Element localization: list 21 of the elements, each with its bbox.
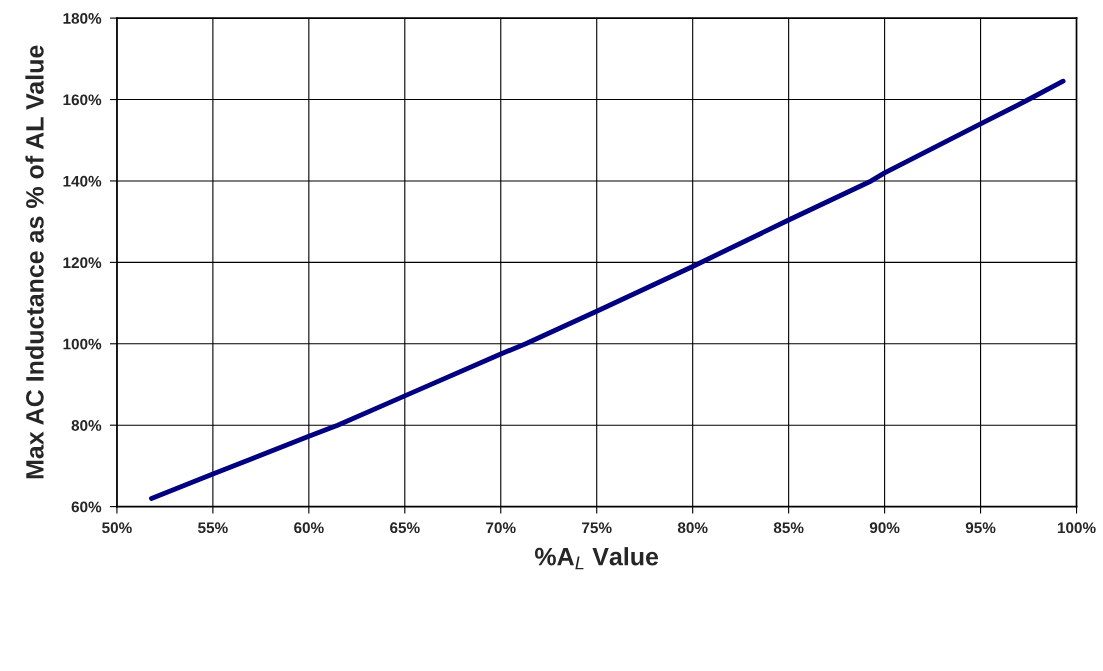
x-tick-label: 55% bbox=[198, 522, 228, 534]
y-tick-label: 100% bbox=[63, 338, 102, 350]
y-tick-label: 120% bbox=[63, 257, 102, 269]
y-axis-title: Max AC Inductance as % of AL Value bbox=[25, 45, 44, 479]
x-tick-label: 50% bbox=[102, 522, 132, 534]
x-tick-label: 65% bbox=[390, 522, 420, 534]
y-tick-label: 160% bbox=[63, 94, 102, 106]
y-tick-label: 60% bbox=[71, 501, 102, 513]
x-tick-label: 80% bbox=[677, 522, 708, 534]
y-tick-label: 80% bbox=[71, 420, 102, 431]
y-tick-label: 140% bbox=[63, 175, 102, 187]
x-tick-label: 100% bbox=[1057, 522, 1096, 534]
x-tick-label: 95% bbox=[965, 522, 996, 534]
x-tick-label: 60% bbox=[294, 522, 324, 534]
x-tick-label: 90% bbox=[869, 522, 900, 534]
x-tick-label: 70% bbox=[486, 522, 516, 534]
x-tick-label: 75% bbox=[582, 522, 612, 534]
y-tick-label: 180% bbox=[63, 12, 102, 24]
x-axis-title: %A$_{L}$ Value bbox=[534, 547, 659, 570]
line-series bbox=[149, 78, 1066, 501]
x-tick-label: 85% bbox=[773, 522, 804, 534]
